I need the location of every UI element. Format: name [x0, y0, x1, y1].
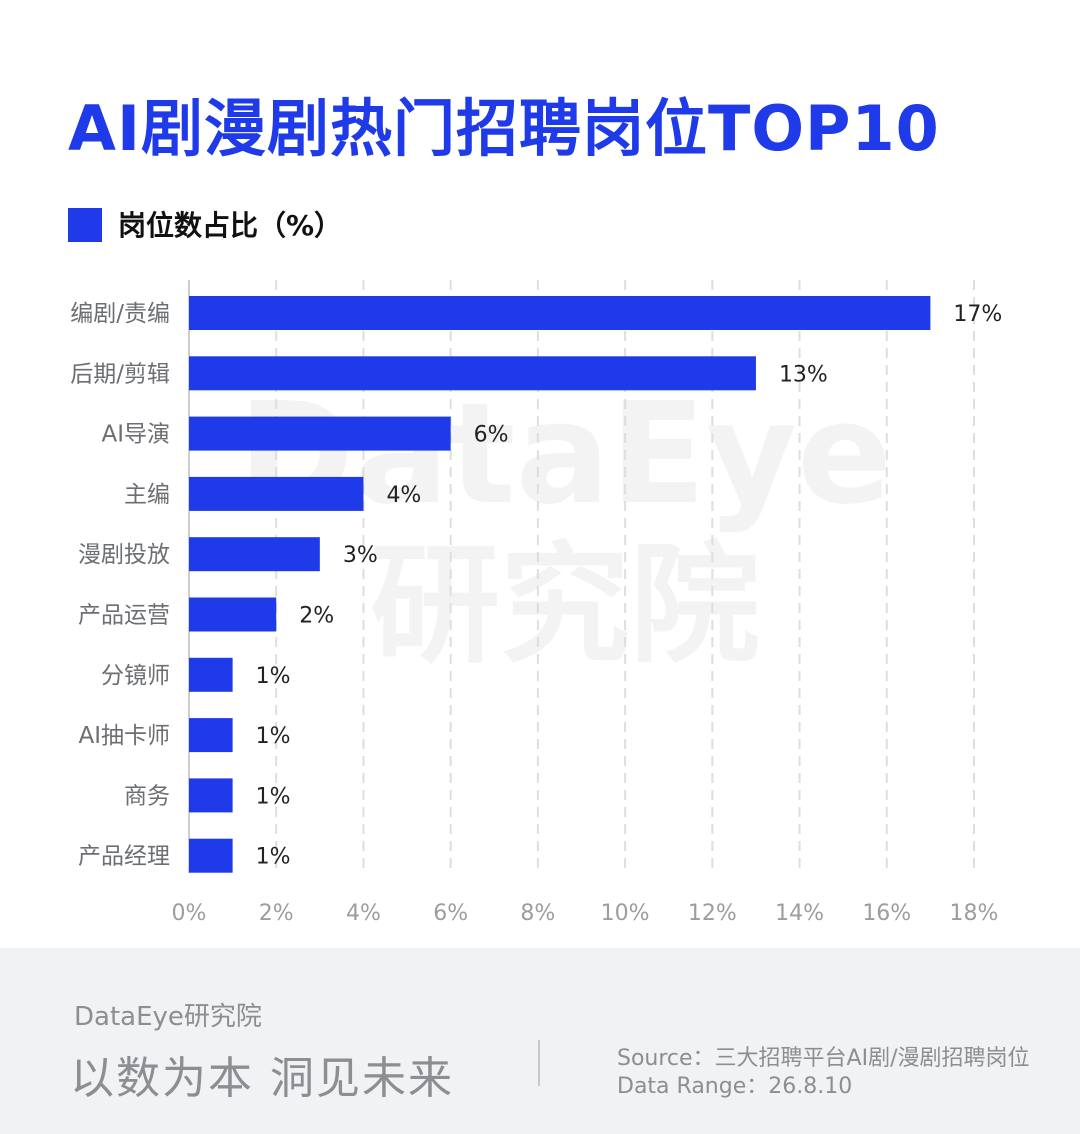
category-label: 后期/剪辑 [70, 361, 170, 387]
data-label: 6% [474, 423, 509, 448]
category-label: 编剧/责编 [70, 301, 170, 327]
bar [189, 597, 277, 632]
grid-lines [188, 280, 975, 873]
category-label: 产品运营 [78, 603, 170, 629]
value-labels: 17% 13% 6% 4% 3% 2% 1% 1% 1% 1% [256, 302, 1003, 870]
category-label: 分镜师 [101, 663, 170, 689]
bar [189, 778, 233, 813]
x-tick-label: 4% [346, 901, 381, 926]
x-tick-label: 6% [433, 901, 468, 926]
category-label: AI导演 [101, 422, 170, 448]
bar [189, 657, 233, 692]
category-label: 主编 [124, 482, 170, 508]
x-tick-label: 8% [520, 901, 555, 926]
bar [189, 718, 233, 753]
data-label: 1% [256, 784, 291, 809]
footer-range: Data Range：26.8.10 [617, 1074, 853, 1099]
bar [189, 838, 233, 873]
x-tick-label: 2% [259, 901, 294, 926]
category-label: 漫剧投放 [78, 542, 170, 568]
x-tick-label: 18% [950, 901, 999, 926]
data-label: 17% [953, 302, 1002, 327]
bar [189, 476, 364, 511]
bar [189, 416, 451, 451]
x-tick-label: 16% [862, 901, 911, 926]
data-label: 3% [343, 543, 378, 568]
x-tick-label: 12% [688, 901, 737, 926]
data-label: 1% [256, 845, 291, 870]
data-label: 2% [299, 604, 334, 629]
x-tick-label: 0% [172, 901, 207, 926]
footer-slogan: 以数为本 洞见未来 [70, 1053, 454, 1104]
category-label: AI抽卡师 [78, 723, 170, 749]
legend-label: 岗位数占比（%） [118, 209, 343, 242]
bar [189, 537, 320, 572]
bar [189, 356, 756, 391]
data-label: 4% [386, 483, 421, 508]
category-label: 产品经理 [78, 844, 170, 870]
data-label: 1% [256, 664, 291, 689]
bar [189, 296, 931, 330]
x-axis-ticks: 0% 2% 4% 6% 8% 10% 12% 14% 16% 18% [172, 901, 999, 926]
footer: DataEye研究院 以数为本 洞见未来 Source：三大招聘平台AI剧/漫剧… [0, 948, 1080, 1134]
x-tick-label: 14% [775, 901, 824, 926]
footer-source: Source：三大招聘平台AI剧/漫剧招聘岗位 [617, 1046, 1030, 1071]
data-label: 13% [779, 362, 828, 387]
legend-swatch [68, 208, 102, 242]
data-label: 1% [256, 724, 291, 749]
category-label: 商务 [124, 783, 170, 809]
chart-title: AI剧漫剧热门招聘岗位TOP10 [68, 92, 940, 165]
x-tick-label: 10% [601, 901, 650, 926]
footer-brand: DataEye研究院 [74, 1002, 262, 1032]
bars [189, 296, 931, 873]
footer-divider [538, 1040, 540, 1086]
